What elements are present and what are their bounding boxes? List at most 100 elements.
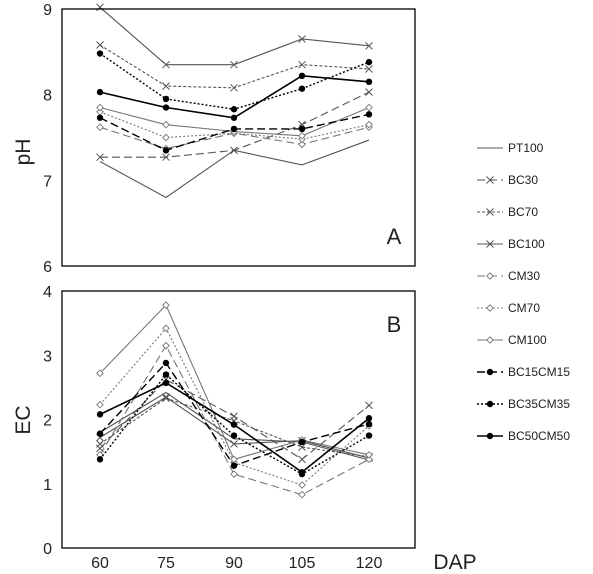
y-tick-label: 3 xyxy=(43,348,52,365)
data-point-cm100 xyxy=(96,103,104,112)
y-tick-label: 4 xyxy=(43,284,52,301)
panel-label-b: B xyxy=(387,312,402,337)
data-point-cm30 xyxy=(162,341,170,350)
x-tick-label: 60 xyxy=(91,555,109,572)
data-point-bc30 xyxy=(365,401,373,410)
legend-item-bc100: BC100 xyxy=(477,237,545,251)
y-axis-label-ec: EC xyxy=(12,405,35,434)
data-point-cm30 xyxy=(96,123,104,132)
legend-label: BC50CM50 xyxy=(508,429,570,443)
data-point-bc35cm35 xyxy=(230,106,238,113)
data-point-bc35cm35 xyxy=(96,456,104,463)
data-point-bc15cm15 xyxy=(365,420,373,428)
data-point-bc30 xyxy=(365,88,373,96)
y-ticks-ec: 0 1 2 3 4 xyxy=(43,284,52,558)
y-tick-label: 1 xyxy=(43,477,52,494)
plot-frame-ph xyxy=(61,8,416,267)
legend-item-bc15cm15: BC15CM15 xyxy=(477,365,570,379)
data-point-cm100 xyxy=(298,131,306,140)
legend-label: BC15CM15 xyxy=(508,365,570,379)
data-point-bc50cm50 xyxy=(96,88,104,96)
data-point-bc30 xyxy=(298,455,306,464)
data-point-bc70 xyxy=(298,443,306,451)
data-point-bc70 xyxy=(230,83,238,92)
data-point-bc35cm35 xyxy=(298,85,306,92)
data-point-cm30 xyxy=(365,455,373,464)
data-point-bc15cm15 xyxy=(298,438,306,446)
y-axis-label-ph: pH xyxy=(12,139,35,166)
legend-item-bc30: BC30 xyxy=(477,173,538,187)
series-line-cm70 xyxy=(99,327,370,486)
y-tick-label: 0 xyxy=(43,541,52,558)
series-lines-ph xyxy=(96,3,373,199)
data-point-bc15cm15 xyxy=(162,359,170,367)
data-point-bc15cm15 xyxy=(162,147,170,154)
data-point-cm100 xyxy=(96,369,104,378)
data-point-cm100 xyxy=(230,455,238,464)
legend-label: BC70 xyxy=(508,205,538,219)
data-point-cm30 xyxy=(298,490,306,499)
legend-marker xyxy=(486,336,494,344)
data-point-cm100 xyxy=(162,120,170,129)
data-point-bc30 xyxy=(230,146,238,155)
data-point-cm70 xyxy=(365,120,373,129)
y-tick-label: 6 xyxy=(43,259,52,276)
legend-marker xyxy=(486,432,494,440)
legend-label: PT100 xyxy=(508,141,544,155)
series-lines-ec xyxy=(96,301,373,499)
data-point-bc70 xyxy=(162,394,170,403)
x-tick-label: 120 xyxy=(356,555,383,572)
data-point-bc15cm15 xyxy=(96,114,104,121)
data-point-cm30 xyxy=(230,470,238,478)
y-tick-label: 2 xyxy=(43,413,52,430)
legend-marker xyxy=(486,368,494,376)
data-point-bc15cm15 xyxy=(365,111,373,118)
plot-frame-ec xyxy=(61,290,416,549)
data-point-cm70 xyxy=(162,133,170,142)
data-point-bc35cm35 xyxy=(230,432,238,439)
data-point-bc100 xyxy=(298,35,306,43)
data-point-bc50cm50 xyxy=(162,379,170,387)
data-point-bc30 xyxy=(96,153,104,162)
data-point-bc15cm15 xyxy=(96,430,104,437)
legend-label: CM70 xyxy=(508,301,540,315)
data-point-cm100 xyxy=(365,103,373,112)
x-ticks-dap: 60 75 90 105 120 xyxy=(91,555,382,572)
panel-a: pH 6 7 8 9 A xyxy=(12,2,416,276)
data-point-bc15cm15 xyxy=(230,462,238,469)
data-point-bc35cm35 xyxy=(162,95,170,103)
y-tick-label: 7 xyxy=(43,173,52,190)
y-tick-label: 8 xyxy=(43,88,52,105)
legend-item-bc35cm35: BC35CM35 xyxy=(477,397,570,411)
data-point-bc100 xyxy=(230,60,238,69)
panel-label-a: A xyxy=(387,224,402,249)
legend-marker xyxy=(486,400,494,408)
x-tick-label: 90 xyxy=(225,555,243,572)
data-point-bc15cm15 xyxy=(230,125,238,133)
legend-label: CM100 xyxy=(508,333,547,347)
data-point-bc50cm50 xyxy=(230,114,238,121)
data-point-bc50cm50 xyxy=(230,421,238,428)
data-point-bc100 xyxy=(230,440,238,448)
series-line-cm30 xyxy=(99,344,370,496)
data-point-bc70 xyxy=(298,60,306,69)
data-point-bc35cm35 xyxy=(96,50,104,57)
data-point-bc50cm50 xyxy=(298,72,306,80)
legend-item-bc50cm50: BC50CM50 xyxy=(477,429,570,443)
legend-label: BC100 xyxy=(508,237,545,251)
data-point-bc50cm50 xyxy=(162,104,170,111)
legend-item-pt100: PT100 xyxy=(477,141,544,155)
data-point-cm70 xyxy=(96,400,104,409)
legend-item-cm30: CM30 xyxy=(477,269,540,283)
data-point-bc50cm50 xyxy=(365,78,373,86)
x-tick-label: 105 xyxy=(289,555,316,572)
series-line-pt100 xyxy=(99,391,370,461)
data-point-bc30 xyxy=(162,153,170,162)
legend-marker xyxy=(486,176,494,184)
data-point-bc50cm50 xyxy=(298,468,306,476)
y-tick-label: 9 xyxy=(43,2,52,19)
y-ticks-ph: 6 7 8 9 xyxy=(43,2,52,276)
data-point-bc50cm50 xyxy=(365,415,373,422)
legend-label: BC35CM35 xyxy=(508,397,570,411)
